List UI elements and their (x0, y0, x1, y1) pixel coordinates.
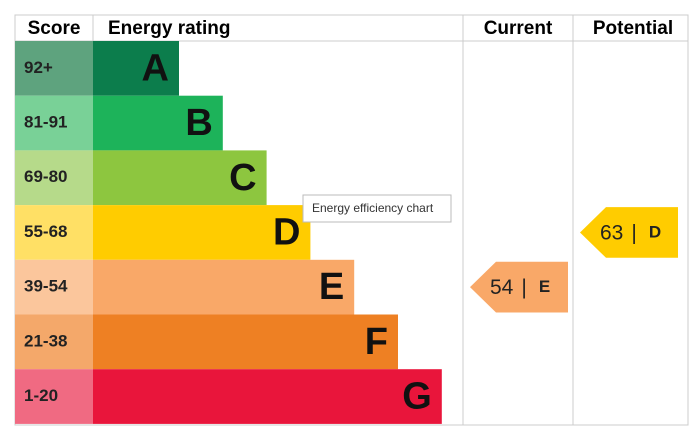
score-label: 1-20 (24, 386, 58, 405)
header-score: Score (28, 18, 81, 39)
potential-letter: D (649, 223, 661, 242)
rating-bar (93, 259, 355, 315)
rating-letter: E (319, 266, 344, 308)
rating-bar (93, 369, 442, 424)
header-current: Current (484, 18, 553, 39)
potential-separator: | (631, 221, 636, 244)
current-letter: E (539, 278, 550, 297)
score-cell (15, 259, 93, 315)
tooltip-box (302, 194, 452, 223)
score-label: 69-80 (24, 167, 67, 186)
rating-bar (93, 314, 398, 370)
current-separator: | (521, 276, 526, 299)
score-cell (15, 369, 93, 424)
rating-bar (93, 205, 311, 260)
rating-bar (93, 95, 223, 151)
score-label: 92+ (24, 58, 53, 77)
current-arrow (470, 261, 568, 313)
score-label: 21-38 (24, 331, 67, 350)
score-cell (15, 150, 93, 206)
rating-letter: G (402, 376, 432, 418)
rating-letter: D (273, 211, 300, 253)
tooltip-text: Energy efficiency chart (312, 201, 434, 215)
potential-label: 63 | D (600, 221, 661, 244)
score-label: 55-68 (24, 222, 67, 241)
score-cell (15, 314, 93, 370)
current-label: 54 | E (490, 276, 550, 299)
potential-value: 63 (600, 221, 623, 244)
score-cell (15, 205, 93, 260)
rating-bar (93, 150, 267, 206)
header-rating: Energy rating (108, 18, 230, 39)
header-potential: Potential (593, 18, 673, 39)
rating-letter: F (365, 321, 388, 363)
score-label: 39-54 (24, 277, 68, 296)
score-cell (15, 41, 93, 96)
rating-letter: B (185, 102, 212, 144)
rating-bar (93, 41, 179, 96)
potential-arrow (580, 207, 678, 258)
rating-letter: C (229, 157, 256, 199)
score-label: 81-91 (24, 113, 67, 132)
current-value: 54 (490, 276, 514, 299)
score-cell (15, 95, 93, 151)
rating-letter: A (142, 47, 169, 89)
